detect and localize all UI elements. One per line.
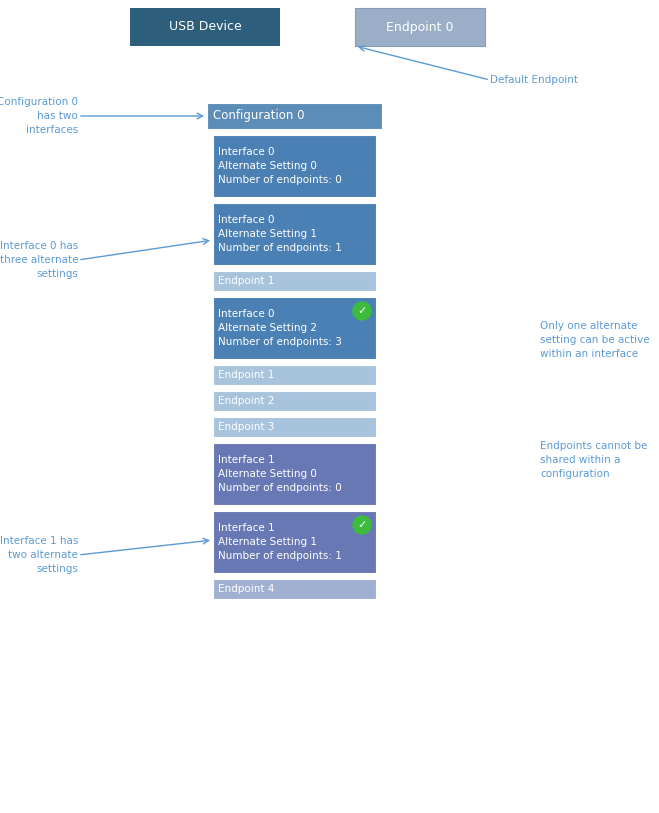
Text: Interface 0
Alternate Setting 0
Number of endpoints: 0: Interface 0 Alternate Setting 0 Number o… bbox=[218, 147, 342, 185]
Text: Endpoint 4: Endpoint 4 bbox=[218, 584, 274, 594]
Bar bbox=[213, 203, 376, 265]
Text: Interface 0
Alternate Setting 1
Number of endpoints: 1: Interface 0 Alternate Setting 1 Number o… bbox=[218, 215, 342, 253]
Bar bbox=[355, 8, 485, 46]
Text: Interface 1
Alternate Setting 0
Number of endpoints: 0: Interface 1 Alternate Setting 0 Number o… bbox=[218, 455, 342, 493]
Bar bbox=[213, 443, 376, 505]
Circle shape bbox=[353, 516, 371, 534]
Text: ✓: ✓ bbox=[357, 306, 366, 316]
Bar bbox=[213, 271, 376, 291]
Text: Endpoint 2: Endpoint 2 bbox=[218, 396, 274, 406]
Bar bbox=[213, 511, 376, 573]
Text: Interface 0 has
three alternate
settings: Interface 0 has three alternate settings bbox=[0, 241, 78, 279]
Bar bbox=[207, 103, 382, 129]
Text: Configuration 0: Configuration 0 bbox=[213, 110, 304, 123]
Bar bbox=[213, 579, 376, 599]
Text: ✓: ✓ bbox=[357, 520, 366, 530]
Text: Endpoint 1: Endpoint 1 bbox=[218, 276, 274, 286]
Text: Endpoint 1: Endpoint 1 bbox=[218, 370, 274, 380]
Bar bbox=[213, 297, 376, 359]
Text: Only one alternate
setting can be active
within an interface: Only one alternate setting can be active… bbox=[540, 321, 650, 359]
Bar bbox=[130, 8, 280, 46]
Text: Default Endpoint: Default Endpoint bbox=[490, 75, 578, 85]
Text: USB Device: USB Device bbox=[169, 20, 241, 33]
Text: Interface 1
Alternate Setting 1
Number of endpoints: 1: Interface 1 Alternate Setting 1 Number o… bbox=[218, 523, 342, 561]
Circle shape bbox=[353, 302, 371, 320]
Text: Configuration 0
has two
interfaces: Configuration 0 has two interfaces bbox=[0, 97, 78, 135]
Text: Interface 0
Alternate Setting 2
Number of endpoints: 3: Interface 0 Alternate Setting 2 Number o… bbox=[218, 309, 342, 347]
Bar bbox=[213, 135, 376, 197]
Text: Interface 1 has
two alternate
settings: Interface 1 has two alternate settings bbox=[0, 536, 78, 574]
Text: Endpoints cannot be
shared within a
configuration: Endpoints cannot be shared within a conf… bbox=[540, 441, 647, 479]
Bar bbox=[213, 365, 376, 385]
Text: Endpoint 0: Endpoint 0 bbox=[386, 20, 454, 33]
Text: Endpoint 3: Endpoint 3 bbox=[218, 422, 274, 432]
Bar bbox=[213, 391, 376, 411]
Bar bbox=[213, 417, 376, 437]
